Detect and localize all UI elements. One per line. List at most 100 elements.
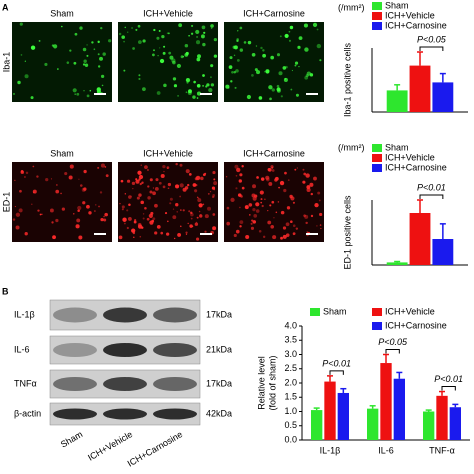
cell: [78, 178, 80, 180]
cell: [268, 85, 273, 90]
cell: [179, 195, 182, 198]
cell: [280, 210, 285, 215]
cell: [15, 225, 20, 230]
cell: [169, 197, 173, 201]
cell: [93, 48, 96, 51]
legend-swatch: [372, 2, 382, 10]
cell: [260, 177, 265, 181]
cell: [44, 62, 48, 66]
cell: [229, 56, 233, 60]
cell: [137, 170, 142, 175]
cell: [264, 71, 266, 73]
cell: [55, 218, 59, 223]
cell: [153, 28, 156, 32]
legend-swatch: [372, 322, 382, 330]
x-tick-label: IL-1β: [320, 445, 341, 455]
cell: [175, 184, 180, 189]
cell: [288, 30, 291, 33]
cell: [137, 222, 142, 227]
cell: [250, 226, 255, 230]
cell: [252, 196, 257, 201]
cell: [158, 181, 162, 185]
bar: [324, 381, 336, 440]
cell: [305, 221, 308, 225]
cell: [141, 181, 144, 184]
cell: [285, 65, 288, 69]
cell: [199, 214, 203, 218]
cell: [256, 70, 261, 75]
cell: [176, 211, 178, 213]
cell: [197, 54, 201, 59]
bar: [311, 410, 323, 440]
cell: [78, 235, 83, 240]
cell: [234, 86, 237, 89]
cell: [210, 24, 214, 28]
y-tick-label: 2.5: [284, 363, 297, 373]
cell: [279, 180, 285, 186]
y-tick-label: 3.5: [284, 335, 297, 345]
cell: [267, 210, 269, 212]
cell: [57, 68, 59, 70]
cell: [186, 81, 189, 84]
cell: [138, 40, 142, 44]
cell: [152, 187, 155, 189]
cell: [52, 235, 56, 240]
cell: [88, 211, 92, 215]
cell: [239, 173, 243, 177]
cell: [285, 233, 290, 237]
cell: [142, 39, 146, 43]
cell: [50, 178, 53, 180]
micrograph: [118, 162, 218, 242]
cell: [193, 80, 196, 84]
cell: [205, 85, 208, 88]
cell: [138, 77, 141, 81]
cell: [108, 39, 112, 43]
unit-label: (/mm²): [338, 142, 365, 152]
cell: [253, 214, 258, 218]
cell: [213, 37, 217, 42]
cell: [284, 77, 287, 80]
cell: [118, 32, 122, 36]
cell: [209, 191, 212, 193]
y-axis-label: ED-1 positive cells: [342, 195, 352, 270]
legend-swatch: [372, 154, 382, 162]
cell: [271, 88, 275, 92]
cell: [139, 235, 142, 238]
column-label: ICH+Carnosine: [243, 8, 305, 18]
cell: [265, 175, 270, 180]
cell: [276, 87, 281, 92]
cell: [20, 170, 24, 173]
cell: [260, 198, 263, 201]
cell: [203, 31, 206, 34]
cell: [173, 84, 178, 88]
cell: [237, 193, 242, 197]
significance-label: P<0.01: [417, 182, 446, 192]
cell: [152, 53, 155, 57]
cell: [276, 84, 280, 88]
cell: [121, 205, 125, 209]
band: [53, 343, 97, 357]
band: [53, 408, 97, 420]
cell: [147, 196, 151, 200]
cell: [72, 88, 77, 93]
cell: [287, 179, 290, 181]
cell: [295, 93, 299, 97]
cell: [77, 209, 80, 213]
cell: [289, 194, 293, 199]
cell: [275, 211, 278, 214]
cell: [195, 175, 200, 181]
cell: [320, 227, 322, 230]
cell: [239, 206, 241, 209]
cell: [14, 179, 16, 182]
cell: [317, 191, 321, 195]
cell: [235, 69, 239, 73]
cell: [185, 91, 188, 94]
band: [103, 408, 147, 420]
cell: [30, 96, 34, 100]
cell: [239, 194, 243, 198]
cell: [290, 220, 293, 224]
cell: [194, 222, 199, 226]
cell: [167, 220, 169, 223]
legend-label: ICH+Carnosine: [385, 20, 447, 30]
protein-label: TNFα: [14, 378, 37, 388]
